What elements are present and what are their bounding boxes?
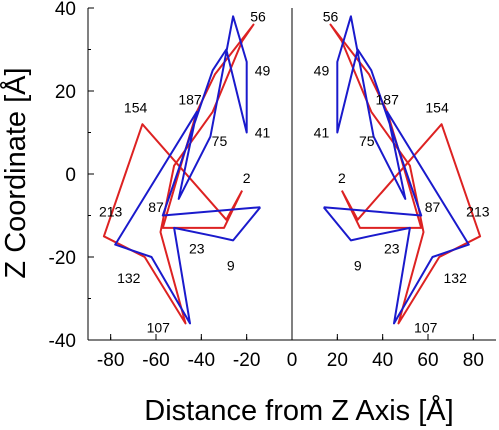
point-label: 132 <box>117 270 141 286</box>
point-labels: 56 49 41 187 154 75 2 87 213 23 9 132 107 56 49 187 154 4… <box>99 8 490 335</box>
point-label: 41 <box>255 125 271 141</box>
point-label: 2 <box>243 170 251 186</box>
series-line <box>329 23 482 325</box>
point-label: 75 <box>212 133 228 149</box>
point-label: 132 <box>444 270 468 286</box>
point-label: 187 <box>178 91 202 107</box>
point-label: 41 <box>314 125 330 141</box>
point-label: 56 <box>250 8 266 24</box>
point-label: 49 <box>255 62 271 78</box>
x-tick-label: 60 <box>417 350 438 371</box>
point-label: 154 <box>124 100 148 116</box>
x-tick-label: 0 <box>287 350 298 371</box>
y-tick-label: 0 <box>65 165 76 186</box>
point-label: 23 <box>189 241 205 257</box>
y-axis-title: Z Coordinate [Å] <box>0 67 32 278</box>
point-label: 23 <box>384 241 400 257</box>
point-label: 9 <box>227 257 235 273</box>
series-line <box>102 23 255 325</box>
point-label: 187 <box>376 91 400 107</box>
point-label: 154 <box>425 100 449 116</box>
point-label: 2 <box>338 170 346 186</box>
x-tick-label: -60 <box>142 350 169 371</box>
point-label: 213 <box>99 203 123 219</box>
y-tick-label: -20 <box>49 248 76 269</box>
axes: -80 -60 -40 -20 0 20 40 60 80 -40 -20 0 20 40 <box>49 0 496 371</box>
x-tick-label: -20 <box>233 350 260 371</box>
x-tick-label: -80 <box>97 350 124 371</box>
series-line <box>322 15 470 325</box>
y-tick-label: -40 <box>49 331 76 352</box>
point-label: 56 <box>323 8 339 24</box>
point-label: 75 <box>359 133 375 149</box>
y-tick-label: 20 <box>55 82 76 103</box>
x-axis-title: Distance from Z Axis [Å] <box>144 394 453 427</box>
plot-lines <box>102 15 482 325</box>
series-line <box>114 15 262 325</box>
point-label: 87 <box>425 199 441 215</box>
point-label: 107 <box>414 320 438 336</box>
x-tick-label: 20 <box>327 350 348 371</box>
point-label: 213 <box>466 203 490 219</box>
point-label: 9 <box>354 257 362 273</box>
y-tick-label: 40 <box>55 0 76 20</box>
point-label: 87 <box>148 199 164 215</box>
x-tick-label: -40 <box>188 350 215 371</box>
point-label: 49 <box>314 62 330 78</box>
point-label: 107 <box>147 320 171 336</box>
x-tick-label: 80 <box>463 350 484 371</box>
x-tick-label: 40 <box>372 350 393 371</box>
